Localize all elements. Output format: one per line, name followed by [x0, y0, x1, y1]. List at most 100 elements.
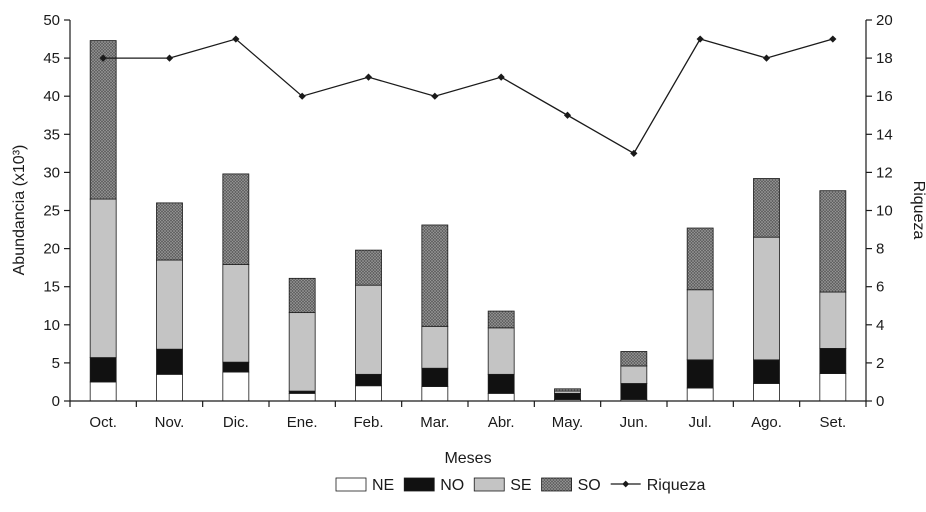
bar-ne-1	[156, 373, 183, 402]
legend-label-ne: NE	[372, 477, 394, 494]
bar-so-11	[819, 190, 847, 293]
bar-ne-6	[487, 392, 515, 402]
bar-ne-10	[753, 383, 780, 402]
x-axis-ticks: Oct. Nov. Dic. Ene. Feb. Mar. Abr. May. Jun. Jul.…	[69, 401, 867, 431]
bar-ne-4	[355, 385, 382, 402]
bar-so-6	[487, 310, 515, 329]
bar-no-6	[487, 373, 515, 394]
legend-swatch-no	[403, 477, 435, 492]
left-tick-label: 20	[43, 241, 60, 258]
bar-so-0	[89, 40, 117, 200]
bar-so-5	[421, 224, 449, 327]
bar-ne-5	[421, 386, 449, 402]
legend-label-riqueza: Riqueza	[647, 477, 706, 494]
bar-se-9	[686, 289, 714, 361]
x-tick-label: Jun.	[620, 414, 648, 431]
bar-so-10	[753, 178, 780, 238]
riqueza-point-7	[563, 111, 572, 119]
left-y-axis-title: Abundancia (x10³)	[11, 145, 28, 276]
legend-label-se: SE	[510, 477, 531, 494]
left-tick-label: 0	[52, 393, 60, 410]
riqueza-point-5	[431, 92, 439, 100]
riqueza-point-10	[762, 54, 771, 62]
riqueza-point-1	[165, 54, 174, 62]
riqueza-point-2	[232, 35, 240, 43]
x-tick-label: Ene.	[287, 414, 318, 431]
legend-swatch-riqueza-marker	[622, 480, 630, 488]
x-axis-title: Meses	[444, 450, 491, 467]
left-tick-label: 45	[43, 50, 60, 67]
x-tick-label: Jul.	[688, 414, 711, 431]
bar-se-2	[222, 264, 250, 363]
left-tick-label: 50	[43, 12, 60, 29]
left-tick-label: 15	[43, 279, 60, 296]
right-y-axis-ticks: 0 2 4 6 8 10 12 14 16 18 20	[866, 12, 893, 410]
bar-se-11	[819, 291, 847, 349]
bars-layer	[89, 40, 847, 402]
bar-so-8	[620, 351, 648, 367]
bar-so-4	[355, 249, 382, 286]
bar-se-0	[89, 198, 117, 358]
bar-se-3	[288, 312, 316, 392]
legend-label-so: SO	[578, 477, 601, 494]
x-tick-label: Oct.	[89, 414, 117, 431]
left-tick-label: 5	[52, 355, 60, 372]
x-tick-label: Feb.	[353, 414, 383, 431]
x-tick-label: Abr.	[488, 414, 515, 431]
right-tick-label: 0	[876, 393, 884, 410]
legend: NE NO SE SO Riqueza	[335, 477, 706, 494]
bar-se-6	[487, 327, 515, 375]
bar-so-2	[222, 173, 250, 265]
bar-so-1	[156, 202, 183, 261]
riqueza-point-4	[364, 73, 373, 81]
x-tick-label: May.	[552, 414, 583, 431]
bar-no-5	[421, 367, 449, 387]
bar-no-11	[819, 348, 847, 374]
left-tick-label: 35	[43, 126, 60, 143]
riqueza-point-3	[298, 92, 306, 100]
bar-ne-0	[89, 381, 117, 402]
legend-label-no: NO	[440, 477, 464, 494]
left-tick-label: 10	[43, 317, 60, 334]
riqueza-point-0	[99, 54, 107, 62]
x-tick-label: Set.	[819, 414, 846, 431]
bar-ne-3	[288, 392, 316, 402]
right-tick-label: 12	[876, 164, 893, 181]
bar-so-7	[554, 388, 581, 392]
right-tick-label: 4	[876, 317, 884, 334]
bar-no-2	[222, 361, 250, 373]
right-tick-label: 10	[876, 203, 893, 220]
bar-ne-11	[819, 373, 847, 402]
bar-so-9	[686, 227, 714, 291]
riqueza-line	[103, 38, 834, 155]
riqueza-point-8	[630, 149, 638, 157]
bar-no-10	[753, 359, 780, 384]
left-tick-label: 40	[43, 88, 60, 105]
bar-se-10	[753, 236, 780, 361]
x-tick-label: Dic.	[223, 414, 249, 431]
right-tick-label: 18	[876, 50, 893, 67]
legend-swatch-ne	[335, 477, 367, 492]
bar-no-8	[620, 383, 648, 400]
right-tick-label: 8	[876, 241, 884, 258]
riqueza-point-11	[829, 35, 837, 43]
bar-se-8	[620, 365, 648, 384]
left-tick-label: 30	[43, 164, 60, 181]
x-tick-label: Ago.	[751, 414, 782, 431]
bar-se-1	[156, 259, 183, 350]
riqueza-point-6	[497, 73, 505, 81]
x-tick-label: Nov.	[155, 414, 185, 431]
bar-se-4	[355, 284, 382, 375]
right-tick-label: 16	[876, 88, 893, 105]
right-tick-label: 14	[876, 126, 893, 143]
riqueza-line-layer	[99, 35, 837, 157]
bar-no-7	[554, 392, 581, 400]
left-y-axis-ticks: 0 5 10 15 20 25 30 35 40 45 50	[43, 12, 70, 410]
right-tick-label: 20	[876, 12, 893, 29]
x-tick-label: Mar.	[420, 414, 449, 431]
right-y-axis-title: Riqueza	[910, 181, 926, 240]
bar-ne-9	[686, 387, 714, 402]
left-tick-label: 25	[43, 203, 60, 220]
bar-no-0	[89, 357, 117, 383]
